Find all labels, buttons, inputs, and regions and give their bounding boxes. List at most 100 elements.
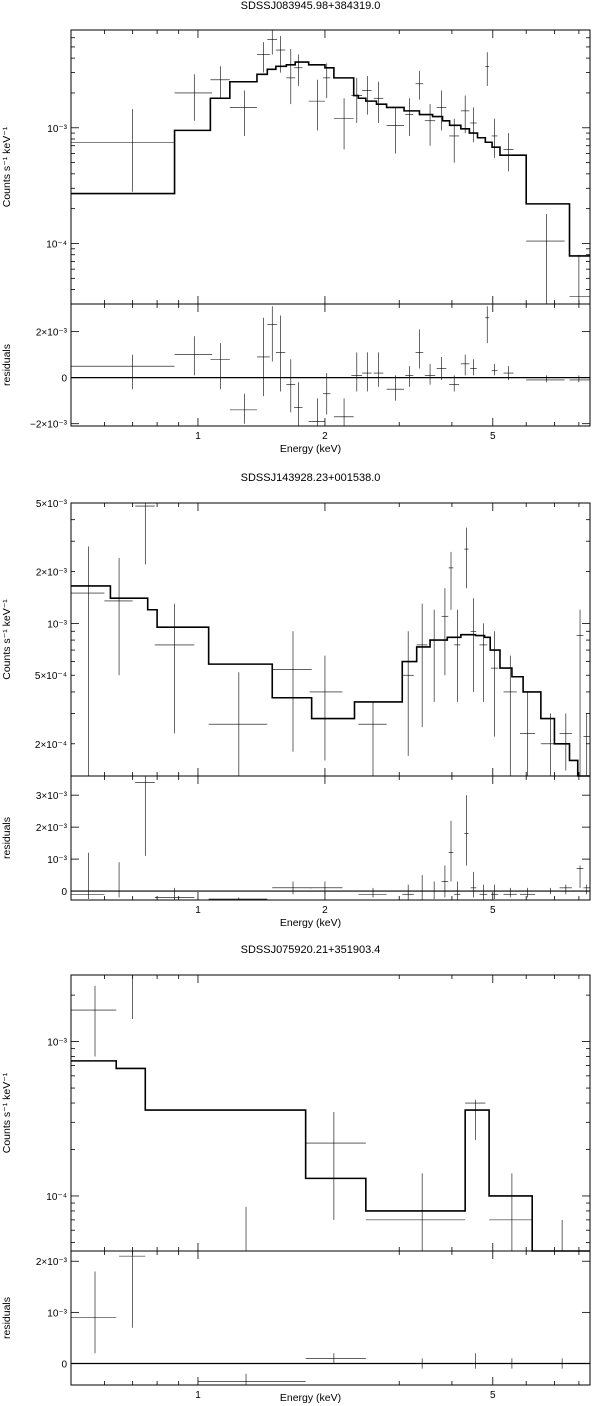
residual-point bbox=[386, 375, 405, 401]
data-point bbox=[135, 503, 155, 565]
residual-point bbox=[197, 1373, 306, 1385]
residual-point bbox=[519, 887, 536, 898]
residual-point bbox=[229, 393, 257, 424]
residual-y-tick-label: 3×10⁻³ bbox=[36, 791, 68, 802]
residual-point bbox=[479, 884, 488, 900]
residual-point bbox=[540, 887, 560, 895]
model-step-line bbox=[71, 61, 590, 257]
spectrum-chart-3: SDSSJ075920.21+351903.4 1 5 Energy (keV) 10⁻… bbox=[1, 944, 591, 1404]
residual-point bbox=[286, 359, 296, 413]
data-point bbox=[267, 30, 278, 55]
data-point bbox=[154, 603, 195, 734]
data-point bbox=[323, 63, 331, 99]
residual-point bbox=[174, 336, 213, 376]
residual-point bbox=[454, 881, 461, 900]
x-tick-label: 2 bbox=[322, 905, 328, 916]
model-step-line bbox=[71, 1060, 590, 1252]
data-point bbox=[362, 76, 372, 115]
residual-point bbox=[470, 359, 477, 376]
residual-point bbox=[362, 352, 372, 392]
residual-point bbox=[272, 881, 312, 895]
data-point bbox=[275, 36, 286, 73]
data-point bbox=[358, 701, 387, 776]
data-point bbox=[470, 107, 477, 143]
y-axis-label: Counts s⁻¹ keV⁻¹ bbox=[1, 1072, 13, 1153]
spectrum-chart-1: SDSSJ083945.98+384319.0 1 2 5 Energy (keV) 10… bbox=[1, 0, 591, 455]
data-point bbox=[465, 1099, 486, 1141]
x-tick-label: 5 bbox=[490, 1390, 496, 1401]
residual-point bbox=[402, 884, 414, 900]
residual-point bbox=[569, 375, 590, 383]
residual-point bbox=[305, 1353, 366, 1364]
chart-title: SDSSJ075920.21+351903.4 bbox=[241, 944, 381, 956]
residual-point bbox=[441, 865, 449, 898]
residual-point bbox=[405, 366, 414, 387]
x-tick-label: 5 bbox=[490, 905, 496, 916]
residual-point bbox=[490, 884, 499, 900]
residual-y-tick-label: 0 bbox=[61, 1360, 67, 1371]
data-point bbox=[540, 713, 560, 776]
data-point bbox=[208, 672, 268, 776]
x-axis-label: Energy (keV) bbox=[280, 1392, 341, 1404]
x-tick-label: 5 bbox=[490, 431, 496, 442]
residual-point bbox=[465, 1353, 486, 1369]
residual-point bbox=[210, 343, 230, 390]
data-point bbox=[308, 79, 325, 131]
data-point bbox=[416, 603, 428, 728]
residual-point bbox=[503, 366, 514, 380]
residual-point bbox=[449, 375, 460, 392]
residual-point bbox=[424, 363, 436, 385]
residual-point bbox=[526, 375, 565, 383]
data-point bbox=[485, 52, 490, 86]
residual-point bbox=[415, 329, 424, 369]
data-point bbox=[309, 655, 343, 761]
residuals-axis-label: residuals bbox=[1, 344, 13, 386]
residual-point bbox=[373, 352, 384, 387]
y-tick-label: 10⁻³ bbox=[47, 619, 67, 630]
residual-point bbox=[464, 795, 469, 866]
data-point bbox=[436, 90, 447, 131]
data-point bbox=[464, 527, 469, 589]
data-point bbox=[503, 133, 514, 172]
residual-point bbox=[71, 852, 105, 900]
data-point bbox=[441, 588, 449, 676]
residual-point bbox=[365, 1358, 466, 1369]
chart-title: SDSSJ083945.98+384319.0 bbox=[241, 0, 381, 12]
residual-point bbox=[470, 871, 477, 898]
data-point bbox=[351, 77, 363, 123]
data-point bbox=[519, 691, 536, 776]
residual-y-tick-label: 2×10⁻³ bbox=[36, 1257, 68, 1268]
residual-point bbox=[267, 306, 278, 362]
data-point bbox=[71, 546, 105, 776]
residual-point bbox=[491, 363, 498, 376]
spectrum-panel-frame bbox=[70, 502, 591, 777]
data-point bbox=[71, 109, 175, 192]
data-point bbox=[454, 609, 461, 702]
y-tick-label: 10⁻³ bbox=[47, 1038, 67, 1049]
y-tick-label: 2×10⁻⁴ bbox=[35, 740, 67, 751]
x-tick-label: 1 bbox=[195, 1390, 201, 1401]
residual-point bbox=[135, 776, 155, 856]
data-point bbox=[104, 557, 133, 676]
residual-point bbox=[309, 881, 343, 895]
y-tick-label: 10⁻⁴ bbox=[46, 239, 67, 250]
data-point bbox=[197, 1206, 306, 1252]
residual-point bbox=[583, 884, 590, 895]
residual-point bbox=[71, 1271, 117, 1354]
residual-y-tick-label: 2×10⁻³ bbox=[36, 328, 68, 339]
data-point bbox=[559, 713, 572, 771]
residual-point bbox=[576, 865, 584, 888]
residual-point bbox=[323, 373, 331, 415]
data-point bbox=[256, 42, 270, 73]
data-point bbox=[576, 609, 584, 776]
chart-title: SDSSJ143928.23+001538.0 bbox=[241, 472, 381, 484]
data-point bbox=[229, 90, 257, 136]
data-point bbox=[491, 118, 498, 158]
residual-y-tick-label: 0 bbox=[61, 374, 67, 385]
data-point bbox=[402, 631, 414, 756]
data-point bbox=[583, 713, 590, 776]
y-tick-label: 5×10⁻⁴ bbox=[35, 671, 67, 682]
data-point bbox=[424, 104, 436, 146]
x-axis-label: Energy (keV) bbox=[280, 443, 341, 455]
